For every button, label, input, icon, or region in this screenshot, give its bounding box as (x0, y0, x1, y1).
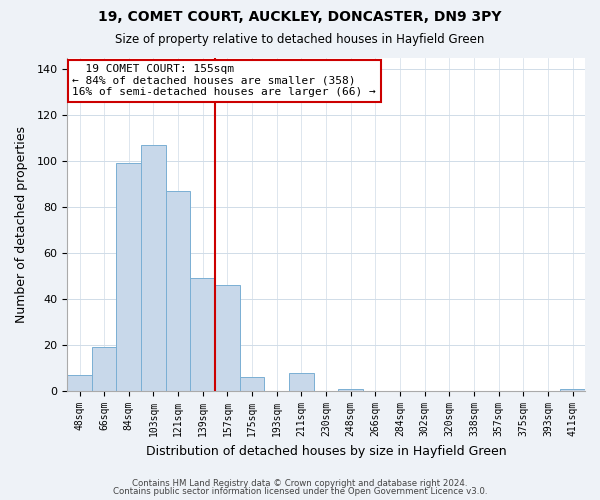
Bar (141, 145, 166, 391)
Bar (289, 373, 314, 391)
Text: Contains public sector information licensed under the Open Government Licence v3: Contains public sector information licen… (113, 487, 487, 496)
Bar (240, 378, 265, 391)
Bar (67, 375, 92, 391)
Bar (92, 348, 116, 391)
Y-axis label: Number of detached properties: Number of detached properties (15, 126, 28, 323)
Bar (338, 389, 363, 391)
Bar (560, 389, 585, 391)
Text: Size of property relative to detached houses in Hayfield Green: Size of property relative to detached ho… (115, 32, 485, 46)
Bar (166, 191, 190, 391)
Bar (215, 286, 240, 391)
Bar (190, 278, 215, 391)
Text: 19, COMET COURT, AUCKLEY, DONCASTER, DN9 3PY: 19, COMET COURT, AUCKLEY, DONCASTER, DN9… (98, 10, 502, 24)
Text: Contains HM Land Registry data © Crown copyright and database right 2024.: Contains HM Land Registry data © Crown c… (132, 478, 468, 488)
Bar (116, 164, 141, 391)
Text: 19 COMET COURT: 155sqm  
← 84% of detached houses are smaller (358)
16% of semi-: 19 COMET COURT: 155sqm ← 84% of detached… (73, 64, 376, 98)
X-axis label: Distribution of detached houses by size in Hayfield Green: Distribution of detached houses by size … (146, 444, 506, 458)
